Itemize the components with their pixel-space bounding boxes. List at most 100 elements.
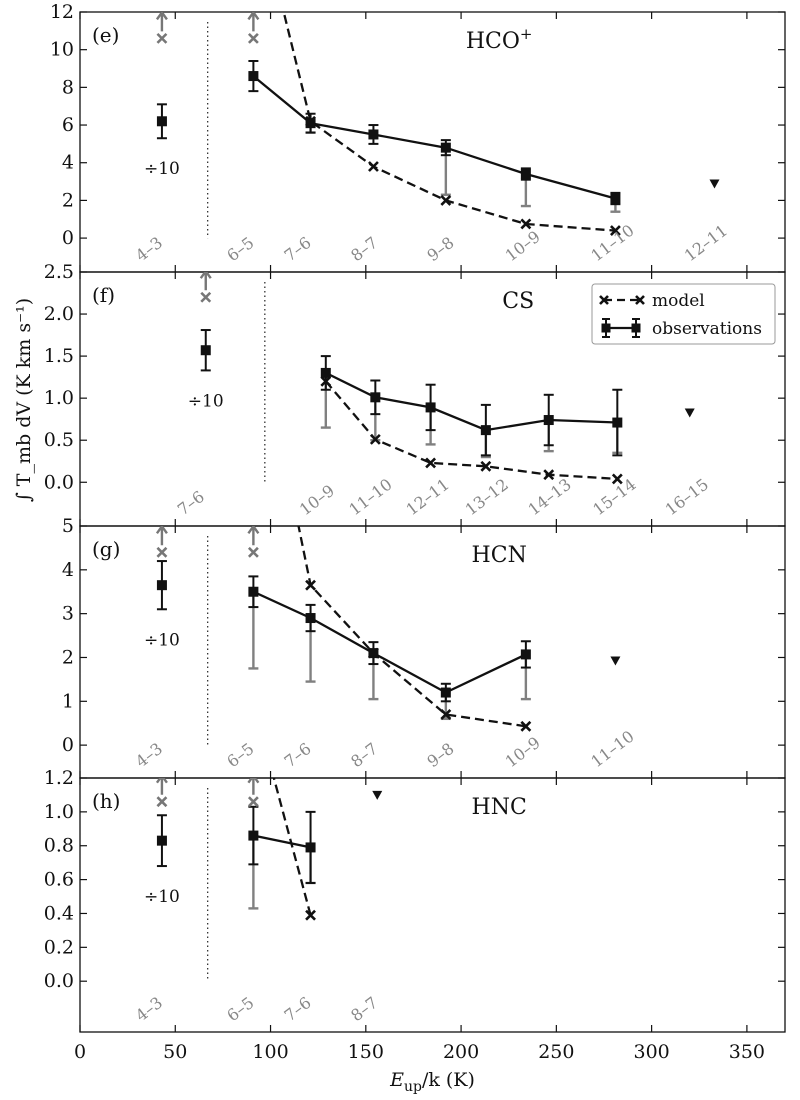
up-arrow-icon — [155, 526, 168, 546]
model-marker — [520, 218, 532, 230]
up-arrow-icon — [155, 778, 168, 795]
y-tick-label: 4 — [62, 152, 74, 174]
transition-label: 9–8 — [423, 233, 457, 265]
observation-marker — [248, 586, 259, 597]
x-tick-label: 0 — [74, 1041, 86, 1063]
y-tick-label: 0.8 — [44, 835, 74, 857]
species-charge: + — [520, 25, 533, 43]
observation-marker — [440, 142, 451, 153]
legend: model observations — [591, 283, 776, 345]
x-tick-label: 150 — [348, 1041, 384, 1063]
model-line — [282, 12, 616, 232]
upper-limit-marker — [709, 179, 720, 189]
upper-limit-marker — [610, 656, 621, 666]
transition-label: 4–3 — [132, 233, 166, 265]
observation-line — [252, 590, 527, 694]
transition-label: 11–10 — [345, 475, 395, 519]
y-tick-label: 8 — [62, 76, 74, 98]
model-marker — [368, 161, 379, 172]
transition-label: 6–5 — [223, 739, 257, 771]
y-tick-label: 3 — [62, 603, 74, 625]
data-group — [199, 272, 695, 485]
legend-model-marker — [599, 295, 609, 305]
model-marker — [305, 579, 316, 591]
y-tick-label: 0.5 — [44, 429, 74, 451]
model-marker — [480, 460, 492, 472]
panel-label: (f) — [92, 283, 115, 307]
transition-label: 4–3 — [132, 993, 166, 1025]
model-marker — [440, 194, 452, 206]
transition-label: 6–5 — [223, 993, 257, 1025]
y-tick-label: 1.2 — [44, 767, 74, 789]
x-tick-label: 300 — [633, 1041, 669, 1063]
up-arrow-icon — [247, 778, 260, 795]
observation-marker — [248, 71, 259, 82]
transition-label: 7–6 — [281, 739, 315, 771]
transition-label: 13–12 — [462, 475, 512, 519]
y-tick-label: 0.0 — [44, 970, 74, 992]
y-tick-label: 6 — [62, 114, 74, 136]
observation-marker — [543, 415, 554, 426]
transition-label: 10–9 — [296, 481, 338, 519]
y-tick-label: 4 — [62, 559, 74, 581]
transition-label: 16–15 — [662, 475, 712, 519]
model-line — [324, 380, 618, 481]
legend-obs-marker — [631, 323, 641, 333]
model-marker — [425, 457, 437, 469]
y-tick-label: 0.2 — [44, 936, 74, 958]
up-arrow-icon — [247, 12, 260, 32]
x-tick-label: 100 — [252, 1041, 288, 1063]
scaled-model-marker — [156, 546, 168, 558]
scaled-model-marker — [247, 796, 259, 808]
model-line — [297, 526, 527, 728]
species-label: HCN — [472, 543, 527, 568]
species-label: HCO+ — [466, 25, 533, 54]
divide-by-10-label: ÷10 — [144, 159, 180, 179]
observation-marker — [520, 649, 531, 660]
y-tick-label: 1.5 — [44, 345, 74, 367]
x-tick-label: 200 — [443, 1041, 479, 1063]
panel-label: (e) — [92, 23, 119, 47]
model-marker — [611, 473, 623, 485]
y-tick-label: 0.6 — [44, 869, 74, 891]
observation-marker — [440, 687, 451, 698]
scaled-model-marker — [156, 32, 168, 44]
x-tick-label: 350 — [729, 1041, 765, 1063]
transition-label: 11–10 — [587, 727, 637, 771]
scaled-model-marker — [247, 32, 259, 44]
model-marker — [440, 709, 452, 720]
panel-f: 0.0 0.5 1.0 1.5 2.0 2.5 ÷10 7–6 10–9 11–10 12–11 13… — [44, 261, 786, 527]
transition-label: 8–7 — [347, 233, 381, 265]
panel-frame — [79, 525, 786, 779]
legend-obs-marker — [601, 323, 611, 333]
y-axis-label: ∫ T_mb dV (K km s⁻¹) — [13, 298, 35, 502]
panel-g: 0 1 2 3 4 5 ÷10 4–3 6–5 7–6 8–7 9–8 10–9 11–10 (g) HCN — [62, 515, 786, 779]
y-tick-label: 1.0 — [44, 801, 74, 823]
observation-marker — [305, 118, 316, 129]
scaled-observation-marker — [200, 345, 211, 356]
transition-label: 8–7 — [347, 739, 381, 771]
model-marker — [609, 225, 621, 236]
transition-label: 4–3 — [132, 739, 166, 771]
observation-marker — [370, 392, 381, 403]
transition-label: 7–6 — [281, 993, 315, 1025]
transition-label: 7–6 — [174, 487, 208, 519]
x-axis-label: Eup/k (K) — [389, 1069, 475, 1095]
transition-label: 8–7 — [347, 993, 381, 1025]
observation-marker — [320, 367, 331, 378]
upper-limit-marker — [372, 790, 383, 800]
scaled-model-marker — [156, 796, 168, 808]
transition-label: 7–6 — [281, 233, 315, 265]
observation-marker — [368, 648, 379, 659]
x-tick-label: 250 — [538, 1041, 574, 1063]
y-tick-label: 0 — [62, 734, 74, 756]
model-marker — [305, 909, 316, 921]
observation-marker — [612, 417, 623, 428]
y-tick-label: 12 — [50, 1, 74, 23]
y-tick-label: 0.0 — [44, 471, 74, 493]
observation-marker — [368, 129, 379, 140]
panel-frame — [79, 11, 786, 273]
divide-by-10-label: ÷10 — [144, 887, 180, 907]
